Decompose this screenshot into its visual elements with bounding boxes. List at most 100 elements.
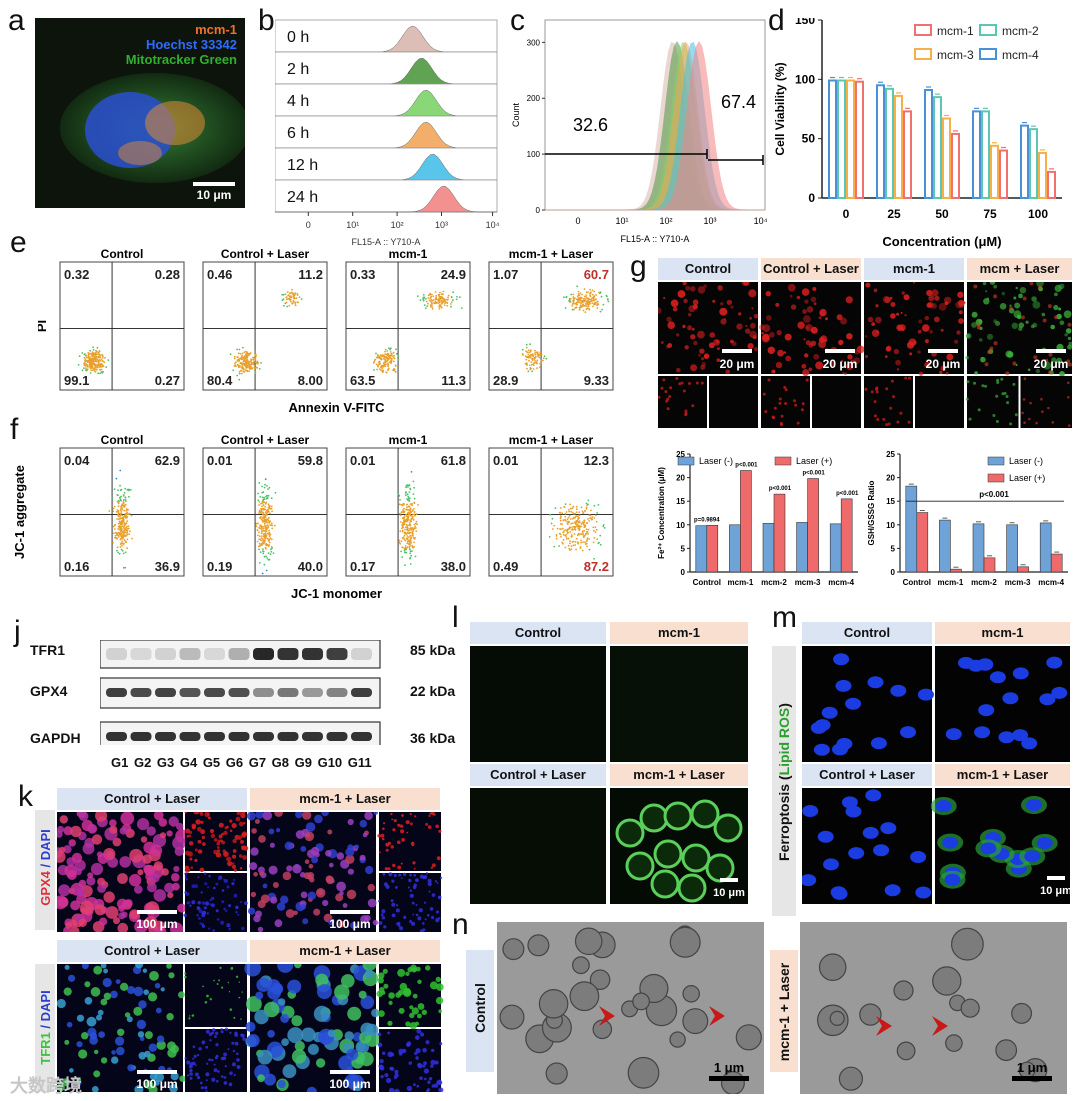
dot <box>260 539 263 542</box>
hist-row-frame <box>275 147 498 181</box>
dot <box>85 367 87 369</box>
k-cell <box>427 878 432 883</box>
dot <box>574 307 577 309</box>
g-speckle <box>889 406 893 410</box>
k-cell <box>206 1029 210 1034</box>
dot <box>263 518 266 520</box>
k-cell <box>119 856 131 868</box>
k-cell <box>147 882 157 893</box>
row-tfr1: TFR1 <box>30 642 65 658</box>
g-speckle <box>690 334 696 340</box>
g-speckle <box>845 296 853 304</box>
dot <box>533 361 536 364</box>
k-cell <box>184 1057 187 1060</box>
g-speckle <box>989 282 996 285</box>
k-cell <box>240 1033 244 1037</box>
dot <box>91 354 94 357</box>
dot <box>419 299 422 301</box>
bar-mcm-3 <box>894 94 903 199</box>
g-speckle <box>802 369 810 377</box>
g-speckle <box>1066 359 1071 364</box>
bar-mcm-1 <box>903 110 912 199</box>
dot <box>601 308 603 311</box>
k-cell <box>434 880 438 883</box>
dot <box>403 549 406 552</box>
dot <box>98 353 101 355</box>
g-speckle <box>1044 358 1049 363</box>
k-cell <box>431 1084 436 1088</box>
dot <box>93 357 95 360</box>
dot <box>403 503 405 506</box>
g-speckle <box>803 338 806 341</box>
dot <box>436 298 439 301</box>
dot <box>602 524 605 526</box>
k-cell <box>257 926 264 932</box>
g-speckle <box>1000 377 1004 381</box>
g-speckle <box>896 312 900 316</box>
dot <box>403 538 406 541</box>
k-cell <box>133 1006 143 1016</box>
cell-fluorescence-image <box>35 18 245 208</box>
dot <box>294 304 297 307</box>
k-cell <box>76 1014 85 1022</box>
k-cell <box>202 842 206 846</box>
dot <box>245 354 248 357</box>
dot <box>570 526 572 529</box>
dot <box>96 353 99 356</box>
g-speckle <box>989 346 994 351</box>
k-cell <box>111 1050 116 1055</box>
dot <box>265 527 268 530</box>
dot <box>586 504 588 507</box>
dot <box>84 358 87 361</box>
dot <box>590 518 593 521</box>
k-cell <box>97 1009 104 1016</box>
g-speckle <box>726 299 733 306</box>
g-speckle <box>687 325 693 331</box>
dot <box>291 291 293 294</box>
dot <box>382 362 385 365</box>
m-nucleus <box>884 884 901 897</box>
dot <box>567 544 570 547</box>
k-cell <box>84 981 91 988</box>
mitochondrion <box>735 1024 762 1051</box>
m-scale-bar <box>1047 876 1065 880</box>
x-tick-label: mcm-2 <box>971 578 997 587</box>
hist-row-frame <box>275 83 498 117</box>
k-cell <box>242 855 248 860</box>
dot <box>423 304 426 306</box>
g-speckle <box>993 341 998 346</box>
k-cell <box>400 877 403 879</box>
dot <box>255 355 257 358</box>
dot <box>271 527 274 530</box>
red-arrowhead <box>876 1016 892 1036</box>
dot <box>539 362 541 365</box>
k-cell <box>429 812 432 815</box>
dot <box>408 505 411 508</box>
k-cell <box>394 1088 400 1092</box>
dot <box>452 299 454 302</box>
g-speckle <box>882 295 890 304</box>
k-cell <box>301 1027 316 1042</box>
dot <box>124 487 127 490</box>
bar-mcm-3 <box>990 144 999 199</box>
dot <box>260 537 263 539</box>
g-speckle <box>669 386 673 390</box>
k-cell <box>409 873 412 877</box>
k-cell <box>415 1056 419 1060</box>
g-speckle <box>984 384 988 388</box>
dot <box>591 289 594 292</box>
dot <box>281 299 284 302</box>
g-speckle <box>1067 381 1070 385</box>
dot <box>259 517 262 520</box>
k-cell <box>409 812 412 816</box>
k-cell <box>240 1018 242 1020</box>
dot <box>92 369 94 371</box>
dot <box>530 363 533 366</box>
dot <box>566 518 569 521</box>
dot <box>406 525 409 527</box>
k-cell <box>205 1072 210 1077</box>
dot <box>379 366 382 369</box>
dot <box>259 496 262 498</box>
k-cell <box>224 826 228 830</box>
k-cell <box>153 812 164 821</box>
